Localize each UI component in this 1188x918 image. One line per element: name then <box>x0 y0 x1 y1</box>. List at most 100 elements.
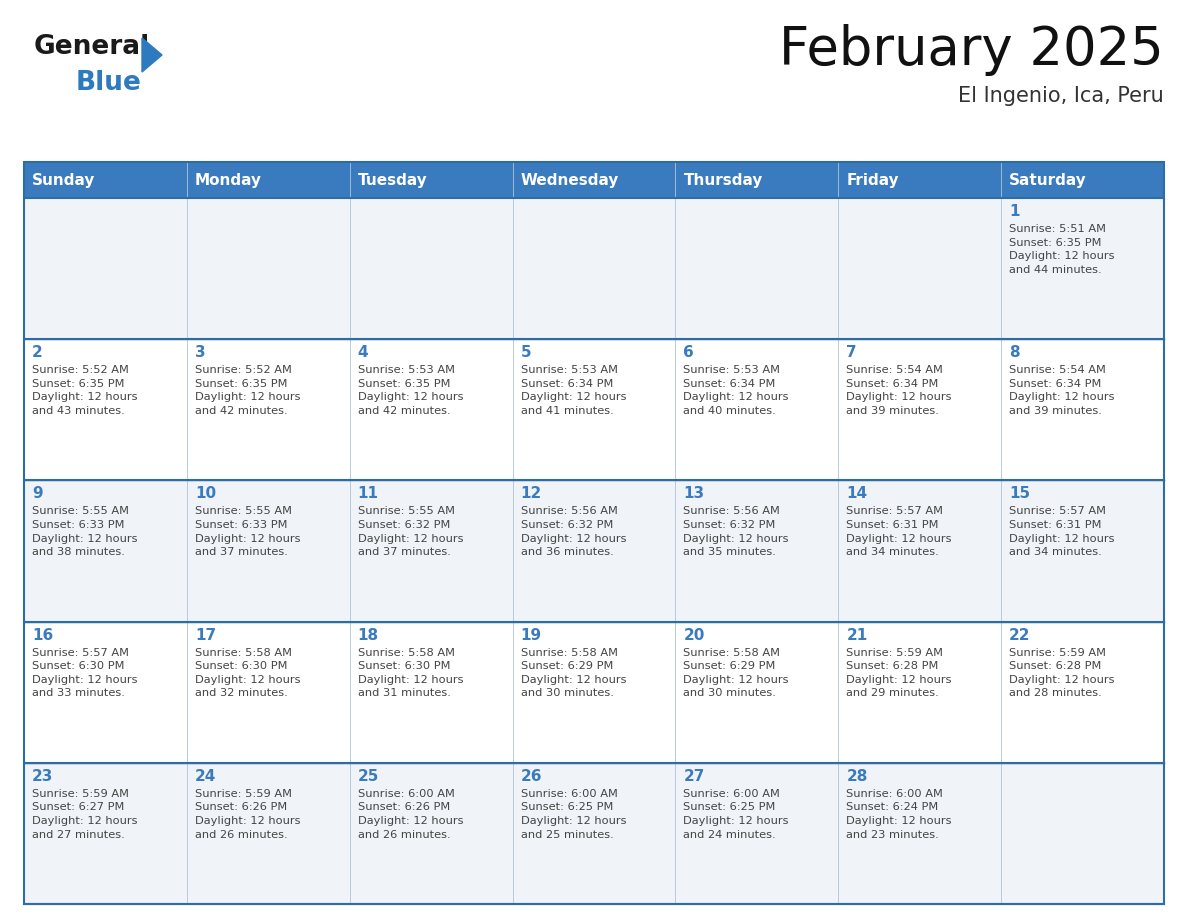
Bar <box>676 480 839 621</box>
Text: Sunrise: 5:53 AM
Sunset: 6:35 PM
Daylight: 12 hours
and 42 minutes.: Sunrise: 5:53 AM Sunset: 6:35 PM Dayligh… <box>358 365 463 416</box>
Text: Sunday: Sunday <box>32 173 95 187</box>
Bar <box>1001 621 1164 763</box>
Text: Sunrise: 6:00 AM
Sunset: 6:25 PM
Daylight: 12 hours
and 24 minutes.: Sunrise: 6:00 AM Sunset: 6:25 PM Dayligh… <box>683 789 789 840</box>
Text: 11: 11 <box>358 487 379 501</box>
Text: 5: 5 <box>520 345 531 360</box>
Bar <box>1001 339 1164 480</box>
Text: Blue: Blue <box>76 70 141 96</box>
Bar <box>676 162 839 198</box>
Text: Monday: Monday <box>195 173 261 187</box>
Text: 15: 15 <box>1009 487 1030 501</box>
Text: 20: 20 <box>683 628 704 643</box>
Text: 10: 10 <box>195 487 216 501</box>
Bar <box>24 763 187 904</box>
Text: Sunrise: 5:58 AM
Sunset: 6:29 PM
Daylight: 12 hours
and 30 minutes.: Sunrise: 5:58 AM Sunset: 6:29 PM Dayligh… <box>520 647 626 699</box>
Bar <box>839 198 1001 339</box>
Bar <box>24 162 1164 904</box>
Text: 4: 4 <box>358 345 368 360</box>
Text: Sunrise: 5:56 AM
Sunset: 6:32 PM
Daylight: 12 hours
and 35 minutes.: Sunrise: 5:56 AM Sunset: 6:32 PM Dayligh… <box>683 507 789 557</box>
Bar <box>24 480 187 621</box>
Text: 26: 26 <box>520 768 542 784</box>
Text: Tuesday: Tuesday <box>358 173 428 187</box>
Bar <box>839 339 1001 480</box>
Bar <box>512 339 676 480</box>
Text: 28: 28 <box>846 768 867 784</box>
Bar <box>349 621 512 763</box>
Text: Sunrise: 5:55 AM
Sunset: 6:33 PM
Daylight: 12 hours
and 37 minutes.: Sunrise: 5:55 AM Sunset: 6:33 PM Dayligh… <box>195 507 301 557</box>
Text: Sunrise: 5:55 AM
Sunset: 6:32 PM
Daylight: 12 hours
and 37 minutes.: Sunrise: 5:55 AM Sunset: 6:32 PM Dayligh… <box>358 507 463 557</box>
Bar <box>349 763 512 904</box>
Bar <box>1001 763 1164 904</box>
Text: Sunrise: 5:55 AM
Sunset: 6:33 PM
Daylight: 12 hours
and 38 minutes.: Sunrise: 5:55 AM Sunset: 6:33 PM Dayligh… <box>32 507 138 557</box>
Text: Sunrise: 5:57 AM
Sunset: 6:31 PM
Daylight: 12 hours
and 34 minutes.: Sunrise: 5:57 AM Sunset: 6:31 PM Dayligh… <box>846 507 952 557</box>
Bar <box>839 162 1001 198</box>
Text: Sunrise: 5:52 AM
Sunset: 6:35 PM
Daylight: 12 hours
and 42 minutes.: Sunrise: 5:52 AM Sunset: 6:35 PM Dayligh… <box>195 365 301 416</box>
Text: 3: 3 <box>195 345 206 360</box>
Bar <box>512 198 676 339</box>
Text: Sunrise: 5:53 AM
Sunset: 6:34 PM
Daylight: 12 hours
and 40 minutes.: Sunrise: 5:53 AM Sunset: 6:34 PM Dayligh… <box>683 365 789 416</box>
Bar <box>187 339 349 480</box>
Bar <box>24 339 187 480</box>
Bar <box>1001 198 1164 339</box>
Bar <box>349 162 512 198</box>
Text: 23: 23 <box>32 768 53 784</box>
Text: Sunrise: 5:54 AM
Sunset: 6:34 PM
Daylight: 12 hours
and 39 minutes.: Sunrise: 5:54 AM Sunset: 6:34 PM Dayligh… <box>846 365 952 416</box>
Text: 1: 1 <box>1009 204 1019 219</box>
Text: Sunrise: 5:57 AM
Sunset: 6:30 PM
Daylight: 12 hours
and 33 minutes.: Sunrise: 5:57 AM Sunset: 6:30 PM Dayligh… <box>32 647 138 699</box>
Bar <box>187 621 349 763</box>
Bar <box>1001 162 1164 198</box>
Text: Wednesday: Wednesday <box>520 173 619 187</box>
Text: Sunrise: 5:51 AM
Sunset: 6:35 PM
Daylight: 12 hours
and 44 minutes.: Sunrise: 5:51 AM Sunset: 6:35 PM Dayligh… <box>1009 224 1114 274</box>
Text: Sunrise: 6:00 AM
Sunset: 6:25 PM
Daylight: 12 hours
and 25 minutes.: Sunrise: 6:00 AM Sunset: 6:25 PM Dayligh… <box>520 789 626 840</box>
Bar <box>187 162 349 198</box>
Text: Sunrise: 5:54 AM
Sunset: 6:34 PM
Daylight: 12 hours
and 39 minutes.: Sunrise: 5:54 AM Sunset: 6:34 PM Dayligh… <box>1009 365 1114 416</box>
Bar <box>676 763 839 904</box>
Text: 2: 2 <box>32 345 43 360</box>
Text: General: General <box>34 34 150 60</box>
Text: 18: 18 <box>358 628 379 643</box>
Text: Friday: Friday <box>846 173 899 187</box>
Bar <box>676 198 839 339</box>
Text: 8: 8 <box>1009 345 1019 360</box>
Text: 13: 13 <box>683 487 704 501</box>
Text: Sunrise: 5:59 AM
Sunset: 6:27 PM
Daylight: 12 hours
and 27 minutes.: Sunrise: 5:59 AM Sunset: 6:27 PM Dayligh… <box>32 789 138 840</box>
Text: 19: 19 <box>520 628 542 643</box>
Text: Sunrise: 6:00 AM
Sunset: 6:26 PM
Daylight: 12 hours
and 26 minutes.: Sunrise: 6:00 AM Sunset: 6:26 PM Dayligh… <box>358 789 463 840</box>
Bar <box>349 339 512 480</box>
Polygon shape <box>143 38 162 72</box>
Bar <box>839 621 1001 763</box>
Text: Sunrise: 5:52 AM
Sunset: 6:35 PM
Daylight: 12 hours
and 43 minutes.: Sunrise: 5:52 AM Sunset: 6:35 PM Dayligh… <box>32 365 138 416</box>
Text: Sunrise: 5:59 AM
Sunset: 6:26 PM
Daylight: 12 hours
and 26 minutes.: Sunrise: 5:59 AM Sunset: 6:26 PM Dayligh… <box>195 789 301 840</box>
Text: Sunrise: 5:56 AM
Sunset: 6:32 PM
Daylight: 12 hours
and 36 minutes.: Sunrise: 5:56 AM Sunset: 6:32 PM Dayligh… <box>520 507 626 557</box>
Bar <box>839 480 1001 621</box>
Bar <box>187 480 349 621</box>
Text: Sunrise: 5:53 AM
Sunset: 6:34 PM
Daylight: 12 hours
and 41 minutes.: Sunrise: 5:53 AM Sunset: 6:34 PM Dayligh… <box>520 365 626 416</box>
Text: February 2025: February 2025 <box>779 24 1164 76</box>
Text: 14: 14 <box>846 487 867 501</box>
Text: 27: 27 <box>683 768 704 784</box>
Bar <box>512 480 676 621</box>
Bar <box>512 621 676 763</box>
Bar <box>676 339 839 480</box>
Text: Thursday: Thursday <box>683 173 763 187</box>
Bar <box>349 480 512 621</box>
Bar <box>839 763 1001 904</box>
Bar <box>187 763 349 904</box>
Bar <box>1001 480 1164 621</box>
Bar <box>349 198 512 339</box>
Text: 6: 6 <box>683 345 694 360</box>
Text: Sunrise: 5:57 AM
Sunset: 6:31 PM
Daylight: 12 hours
and 34 minutes.: Sunrise: 5:57 AM Sunset: 6:31 PM Dayligh… <box>1009 507 1114 557</box>
Bar <box>24 198 187 339</box>
Text: 12: 12 <box>520 487 542 501</box>
Bar <box>24 621 187 763</box>
Text: Sunrise: 5:59 AM
Sunset: 6:28 PM
Daylight: 12 hours
and 28 minutes.: Sunrise: 5:59 AM Sunset: 6:28 PM Dayligh… <box>1009 647 1114 699</box>
Text: 7: 7 <box>846 345 857 360</box>
Text: 25: 25 <box>358 768 379 784</box>
Bar <box>512 162 676 198</box>
Text: 9: 9 <box>32 487 43 501</box>
Bar <box>187 198 349 339</box>
Bar <box>512 763 676 904</box>
Text: Sunrise: 5:59 AM
Sunset: 6:28 PM
Daylight: 12 hours
and 29 minutes.: Sunrise: 5:59 AM Sunset: 6:28 PM Dayligh… <box>846 647 952 699</box>
Text: Saturday: Saturday <box>1009 173 1087 187</box>
Text: Sunrise: 5:58 AM
Sunset: 6:30 PM
Daylight: 12 hours
and 31 minutes.: Sunrise: 5:58 AM Sunset: 6:30 PM Dayligh… <box>358 647 463 699</box>
